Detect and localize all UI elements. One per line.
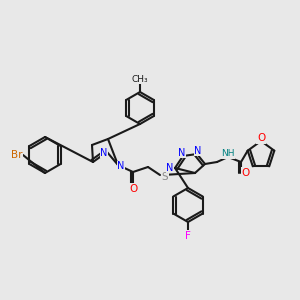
Text: N: N (166, 163, 174, 173)
Text: CH₃: CH₃ (132, 74, 148, 83)
Text: NH: NH (221, 149, 235, 158)
Text: O: O (242, 168, 250, 178)
Text: N: N (194, 146, 202, 156)
Text: F: F (185, 231, 191, 241)
Text: S: S (162, 172, 168, 182)
Text: Br: Br (11, 150, 23, 160)
Text: N: N (100, 148, 108, 158)
Text: O: O (257, 133, 265, 143)
Text: N: N (178, 148, 186, 158)
Text: N: N (117, 161, 125, 171)
Text: O: O (129, 184, 137, 194)
